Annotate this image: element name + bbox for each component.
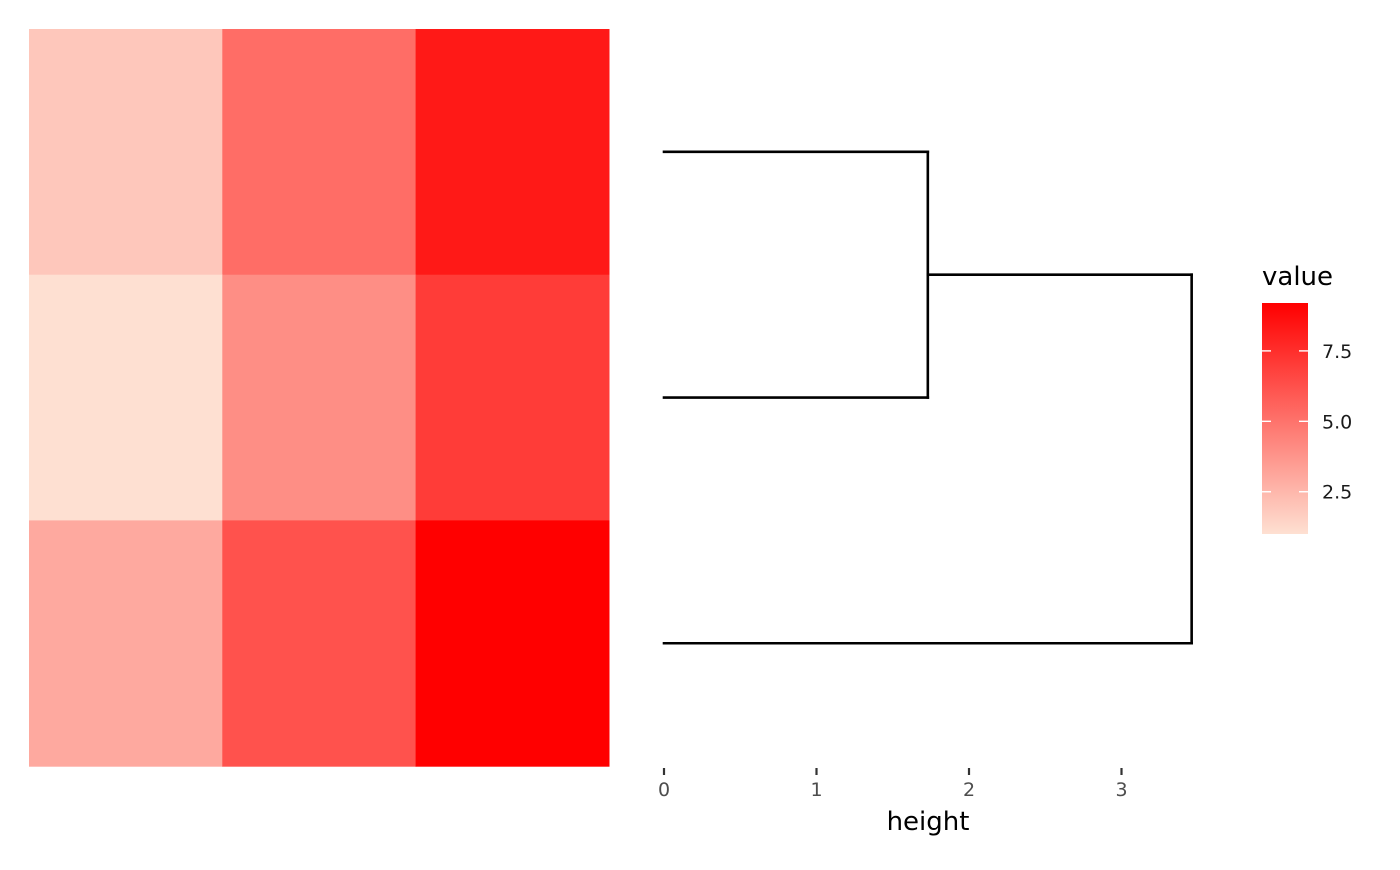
dendrogram-x-axis: 0 1 2 3 [658, 768, 1128, 801]
x-tick-label: 2 [963, 779, 975, 801]
heatmap-cell [222, 29, 417, 276]
x-axis-title: height [887, 807, 970, 837]
dendrogram [662, 150, 1193, 645]
legend-title: value [1262, 262, 1333, 292]
heatmap-cell [415, 29, 610, 276]
legend: value 2.5 5.0 7.5 [1262, 262, 1352, 534]
heatmap-cell [222, 274, 417, 521]
x-tick-label: 3 [1115, 779, 1127, 801]
heatmap-cell [415, 520, 610, 767]
x-tick-label: 1 [810, 779, 822, 801]
x-tick-label: 0 [658, 779, 670, 801]
legend-tick-label: 2.5 [1322, 482, 1352, 504]
heatmap-cell [222, 520, 417, 767]
heatmap [29, 29, 610, 767]
heatmap-cell [29, 520, 223, 767]
heatmap-cell [29, 29, 223, 276]
legend-tick-label: 7.5 [1322, 341, 1352, 363]
heatmap-cell [29, 274, 223, 521]
legend-colorbar [1262, 303, 1308, 534]
legend-tick-label: 5.0 [1322, 411, 1352, 433]
heatmap-cell [415, 274, 610, 521]
